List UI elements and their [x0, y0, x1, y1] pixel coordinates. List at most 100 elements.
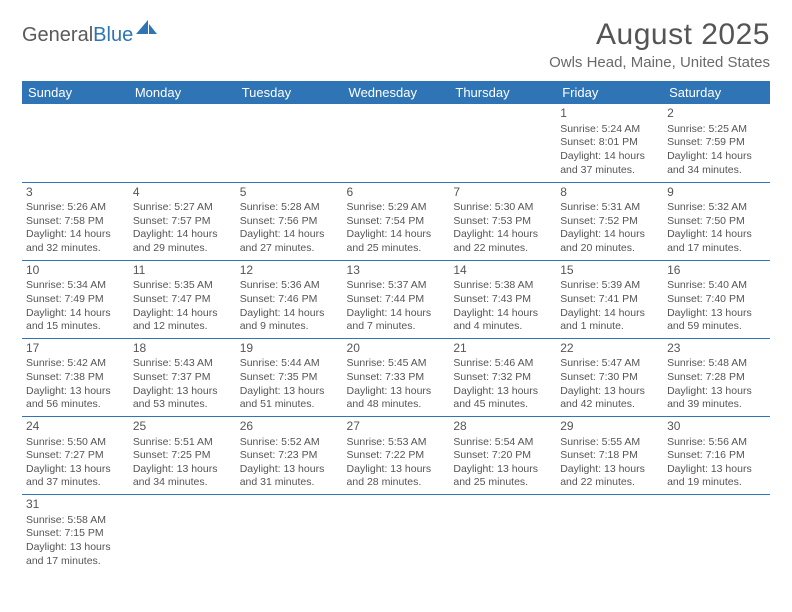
sunset-text: Sunset: 7:40 PM — [667, 293, 766, 307]
sunset-text: Sunset: 7:30 PM — [560, 371, 659, 385]
header-row: Sunday Monday Tuesday Wednesday Thursday… — [22, 81, 770, 104]
logo-text-2: Blue — [93, 24, 133, 47]
calendar-cell: 12Sunrise: 5:36 AMSunset: 7:46 PMDayligh… — [236, 260, 343, 338]
calendar-row: 31Sunrise: 5:58 AMSunset: 7:15 PMDayligh… — [22, 495, 770, 573]
calendar-row: 3Sunrise: 5:26 AMSunset: 7:58 PMDaylight… — [22, 182, 770, 260]
day-number: 20 — [347, 341, 446, 357]
sunrise-text: Sunrise: 5:58 AM — [26, 514, 125, 528]
sunrise-text: Sunrise: 5:38 AM — [453, 279, 552, 293]
sunset-text: Sunset: 7:54 PM — [347, 215, 446, 229]
daylight-text: Daylight: 14 hours and 15 minutes. — [26, 307, 125, 334]
day-number: 6 — [347, 185, 446, 201]
sunset-text: Sunset: 7:32 PM — [453, 371, 552, 385]
calendar-row: 10Sunrise: 5:34 AMSunset: 7:49 PMDayligh… — [22, 260, 770, 338]
sunrise-text: Sunrise: 5:51 AM — [133, 436, 232, 450]
daylight-text: Daylight: 14 hours and 29 minutes. — [133, 228, 232, 255]
calendar-cell: 9Sunrise: 5:32 AMSunset: 7:50 PMDaylight… — [663, 182, 770, 260]
sunset-text: Sunset: 7:58 PM — [26, 215, 125, 229]
day-number: 27 — [347, 419, 446, 435]
daylight-text: Daylight: 14 hours and 12 minutes. — [133, 307, 232, 334]
calendar-cell: 27Sunrise: 5:53 AMSunset: 7:22 PMDayligh… — [343, 416, 450, 494]
sunset-text: Sunset: 7:44 PM — [347, 293, 446, 307]
title-block: August 2025 Owls Head, Maine, United Sta… — [549, 18, 770, 71]
calendar-cell: 10Sunrise: 5:34 AMSunset: 7:49 PMDayligh… — [22, 260, 129, 338]
calendar-cell — [129, 495, 236, 573]
sunset-text: Sunset: 7:16 PM — [667, 449, 766, 463]
calendar-page: GeneralBlue August 2025 Owls Head, Maine… — [0, 0, 792, 591]
sunset-text: Sunset: 7:20 PM — [453, 449, 552, 463]
sunrise-text: Sunrise: 5:29 AM — [347, 201, 446, 215]
sunset-text: Sunset: 7:23 PM — [240, 449, 339, 463]
calendar-cell: 26Sunrise: 5:52 AMSunset: 7:23 PMDayligh… — [236, 416, 343, 494]
day-number: 13 — [347, 263, 446, 279]
calendar-cell: 15Sunrise: 5:39 AMSunset: 7:41 PMDayligh… — [556, 260, 663, 338]
calendar-table: Sunday Monday Tuesday Wednesday Thursday… — [22, 81, 770, 573]
logo: GeneralBlue — [22, 24, 158, 47]
sunset-text: Sunset: 7:43 PM — [453, 293, 552, 307]
daylight-text: Daylight: 14 hours and 4 minutes. — [453, 307, 552, 334]
sunset-text: Sunset: 7:46 PM — [240, 293, 339, 307]
sunset-text: Sunset: 7:18 PM — [560, 449, 659, 463]
sunset-text: Sunset: 7:50 PM — [667, 215, 766, 229]
day-number: 4 — [133, 185, 232, 201]
daylight-text: Daylight: 13 hours and 39 minutes. — [667, 385, 766, 412]
calendar-cell: 22Sunrise: 5:47 AMSunset: 7:30 PMDayligh… — [556, 338, 663, 416]
col-saturday: Saturday — [663, 81, 770, 104]
calendar-cell: 30Sunrise: 5:56 AMSunset: 7:16 PMDayligh… — [663, 416, 770, 494]
daylight-text: Daylight: 13 hours and 59 minutes. — [667, 307, 766, 334]
calendar-cell: 8Sunrise: 5:31 AMSunset: 7:52 PMDaylight… — [556, 182, 663, 260]
daylight-text: Daylight: 13 hours and 22 minutes. — [560, 463, 659, 490]
calendar-cell — [343, 104, 450, 182]
calendar-cell: 4Sunrise: 5:27 AMSunset: 7:57 PMDaylight… — [129, 182, 236, 260]
col-sunday: Sunday — [22, 81, 129, 104]
sunset-text: Sunset: 7:49 PM — [26, 293, 125, 307]
logo-text-1: General — [22, 24, 93, 47]
calendar-cell: 28Sunrise: 5:54 AMSunset: 7:20 PMDayligh… — [449, 416, 556, 494]
calendar-cell: 21Sunrise: 5:46 AMSunset: 7:32 PMDayligh… — [449, 338, 556, 416]
calendar-cell — [556, 495, 663, 573]
sunrise-text: Sunrise: 5:25 AM — [667, 123, 766, 137]
daylight-text: Daylight: 14 hours and 7 minutes. — [347, 307, 446, 334]
calendar-cell: 17Sunrise: 5:42 AMSunset: 7:38 PMDayligh… — [22, 338, 129, 416]
sunset-text: Sunset: 7:52 PM — [560, 215, 659, 229]
daylight-text: Daylight: 13 hours and 53 minutes. — [133, 385, 232, 412]
sunrise-text: Sunrise: 5:42 AM — [26, 357, 125, 371]
day-number: 22 — [560, 341, 659, 357]
day-number: 26 — [240, 419, 339, 435]
day-number: 10 — [26, 263, 125, 279]
day-number: 14 — [453, 263, 552, 279]
day-number: 24 — [26, 419, 125, 435]
sunrise-text: Sunrise: 5:50 AM — [26, 436, 125, 450]
calendar-cell — [129, 104, 236, 182]
calendar-cell: 14Sunrise: 5:38 AMSunset: 7:43 PMDayligh… — [449, 260, 556, 338]
sunrise-text: Sunrise: 5:39 AM — [560, 279, 659, 293]
day-number: 19 — [240, 341, 339, 357]
sunrise-text: Sunrise: 5:55 AM — [560, 436, 659, 450]
sunrise-text: Sunrise: 5:27 AM — [133, 201, 232, 215]
sunrise-text: Sunrise: 5:43 AM — [133, 357, 232, 371]
daylight-text: Daylight: 14 hours and 22 minutes. — [453, 228, 552, 255]
daylight-text: Daylight: 13 hours and 37 minutes. — [26, 463, 125, 490]
daylight-text: Daylight: 14 hours and 17 minutes. — [667, 228, 766, 255]
calendar-cell: 24Sunrise: 5:50 AMSunset: 7:27 PMDayligh… — [22, 416, 129, 494]
day-number: 5 — [240, 185, 339, 201]
sunset-text: Sunset: 7:15 PM — [26, 527, 125, 541]
daylight-text: Daylight: 13 hours and 34 minutes. — [133, 463, 232, 490]
calendar-cell: 19Sunrise: 5:44 AMSunset: 7:35 PMDayligh… — [236, 338, 343, 416]
day-number: 23 — [667, 341, 766, 357]
sunset-text: Sunset: 7:38 PM — [26, 371, 125, 385]
day-number: 11 — [133, 263, 232, 279]
sunset-text: Sunset: 7:47 PM — [133, 293, 232, 307]
sunrise-text: Sunrise: 5:24 AM — [560, 123, 659, 137]
sunrise-text: Sunrise: 5:52 AM — [240, 436, 339, 450]
header: GeneralBlue August 2025 Owls Head, Maine… — [22, 18, 770, 71]
day-number: 28 — [453, 419, 552, 435]
sunrise-text: Sunrise: 5:45 AM — [347, 357, 446, 371]
sunrise-text: Sunrise: 5:56 AM — [667, 436, 766, 450]
daylight-text: Daylight: 14 hours and 20 minutes. — [560, 228, 659, 255]
sunset-text: Sunset: 7:33 PM — [347, 371, 446, 385]
daylight-text: Daylight: 14 hours and 34 minutes. — [667, 150, 766, 177]
day-number: 21 — [453, 341, 552, 357]
day-number: 25 — [133, 419, 232, 435]
day-number: 15 — [560, 263, 659, 279]
